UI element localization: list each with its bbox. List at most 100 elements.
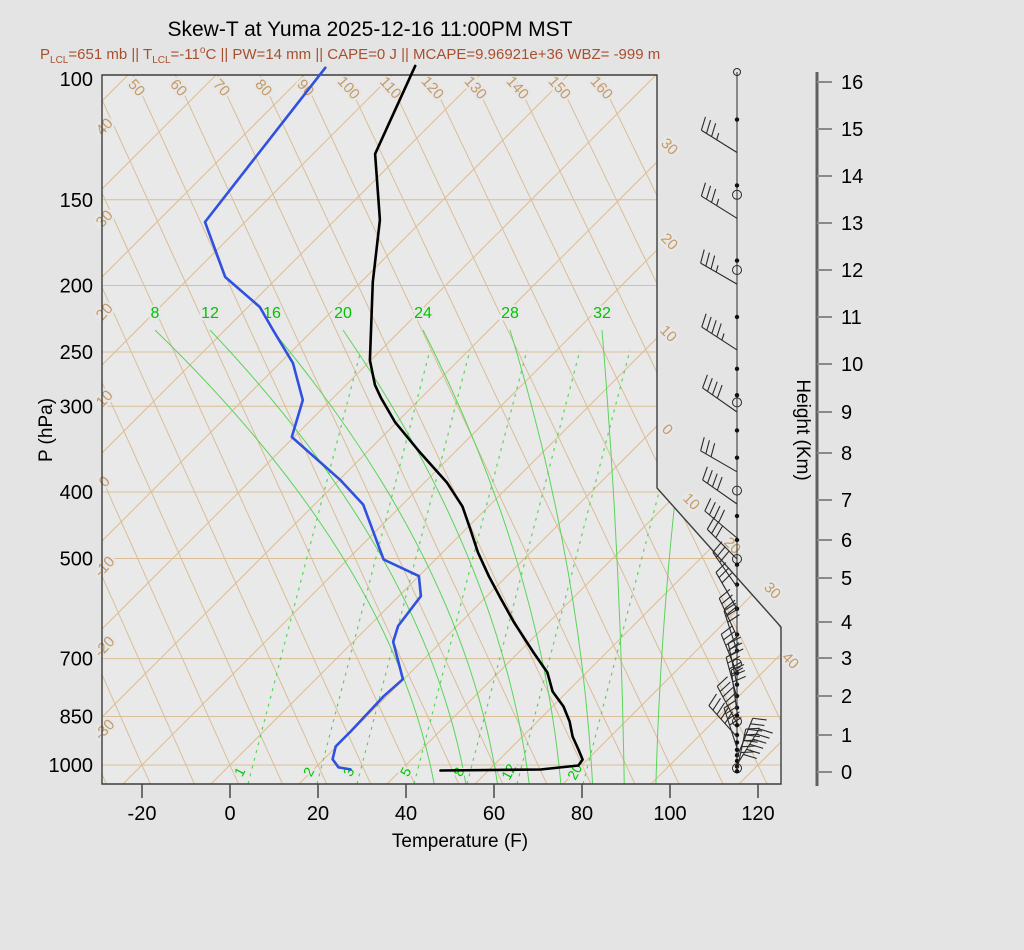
wind-barb [700,249,738,285]
wind-barb [700,437,738,473]
edge-temp-label: 10 [679,490,703,514]
staff-circle [732,189,742,200]
staff-dot [734,366,740,371]
height-tick-label: 12 [841,260,863,282]
pressure-tick-label: 300 [60,396,93,418]
stats-segment: LCL [50,55,69,66]
edge-temp-label: 30 [657,135,681,159]
height-axis-title: Height (Km) [792,379,813,480]
staff-dot [734,513,740,519]
mixing-ratio-lines [247,349,697,784]
moist-adiabat-label: 20 [334,305,352,322]
pressure-tick-label: 850 [60,707,93,729]
temp-tick-label: 80 [571,803,593,825]
wind-barb [736,727,760,771]
height-tick-label: 5 [841,568,852,590]
wind-barb [700,116,738,153]
height-tick-label: 8 [841,443,852,465]
staff-dot [734,117,740,122]
edge-temp-label: 40 [778,649,802,673]
temp-tick-label: 100 [653,803,686,825]
pressure-tick-label: 250 [60,342,93,364]
pressure-axis-title: P (hPa) [36,398,57,462]
moist-adiabat-label: 28 [501,305,519,322]
wind-barb [716,676,738,724]
height-tick-label: 4 [841,612,852,634]
height-tick-label: 14 [841,166,863,188]
dewpoint-trace [203,66,423,771]
edge-temp-label: 30 [760,579,784,603]
temp-tick-label: 60 [483,803,505,825]
temp-tick-label: 40 [395,803,417,825]
staff-dot [734,428,740,433]
staff-dot [734,562,740,567]
wind-barb [708,693,738,738]
height-tick-label: 10 [841,354,863,376]
pressure-tick-label: 700 [60,649,93,671]
stats-segment: o [199,45,206,56]
wind-barb [715,562,738,610]
wind-barb [723,602,740,651]
wind-barb [727,636,744,685]
edge-temp-label: 0 [658,421,676,439]
wind-barb [730,664,746,712]
height-tick-label: 9 [841,402,852,424]
pressure-tick-label: 150 [60,190,93,212]
moist-adiabat-label: 12 [201,305,219,322]
pressure-tick-label: 1000 [49,755,94,777]
pressure-tick-label: 400 [60,482,93,504]
height-tick-label: 3 [841,648,852,670]
wind-barb [712,541,738,588]
height-tick-label: 2 [841,686,852,708]
moist-adiabat-label: 24 [414,305,432,322]
edge-temp-label: 20 [657,230,681,254]
staff-dot [734,747,740,752]
moist-adiabat-label: 8 [151,305,160,322]
stats-segment: LCL [152,55,171,66]
pressure-tick-label: 100 [60,69,93,91]
wind-barb [704,498,738,539]
wind-barb [702,466,738,505]
staff-circle [732,485,742,496]
plot-frame [101,74,782,785]
moist-adiabat-lines [154,329,698,784]
chart-title: Skew-T at Yuma 2025-12-16 11:00PM MST [167,18,573,41]
stats-segment: =-11 [170,46,200,63]
moist-adiabat-label: 32 [593,305,611,322]
staff-dot [734,537,740,543]
temp-axis-title: Temperature (F) [392,831,528,852]
pressure-tick-label: 500 [60,548,93,570]
staff-top-marker [733,68,741,76]
height-tick-label: 15 [841,119,863,141]
wind-barb [718,588,738,637]
pressure-axis: 100 150 200 250 300 400 500 700 850 1000 P (hPa) [36,69,93,777]
temp-tick-label: 20 [307,803,329,825]
staff-dot [734,183,740,188]
height-tick-label: 1 [841,725,852,747]
stats-segment: =651 mb || T [68,46,153,63]
pressure-tick-label: 200 [60,275,93,297]
staff-dot [734,314,740,320]
staff-dot [734,455,740,460]
wind-barb [702,374,738,413]
wind-barb [723,699,742,749]
height-tick-label: 13 [841,213,863,235]
moist-adiabat-labels: 8 12 16 20 24 28 32 [148,303,613,325]
pressure-gridlines [102,199,781,766]
wind-barb [700,182,738,219]
height-tick-label: 7 [841,490,852,512]
temperature-axis: -20 0 20 40 60 80 100 120 Temperature (F) [128,784,775,852]
height-tick-label: 0 [841,762,852,784]
chart-stats-line: PLCL=651 mb || TLCL=-11oC || PW=14 mm ||… [40,45,660,66]
height-tick-label: 16 [841,72,863,94]
wind-profile [700,68,773,774]
staff-dot [734,723,740,728]
height-tick-label: 11 [841,307,862,329]
wind-barb [706,516,738,560]
staff-dot [734,769,740,774]
wind-barb [701,313,738,351]
staff-dot [734,393,740,398]
